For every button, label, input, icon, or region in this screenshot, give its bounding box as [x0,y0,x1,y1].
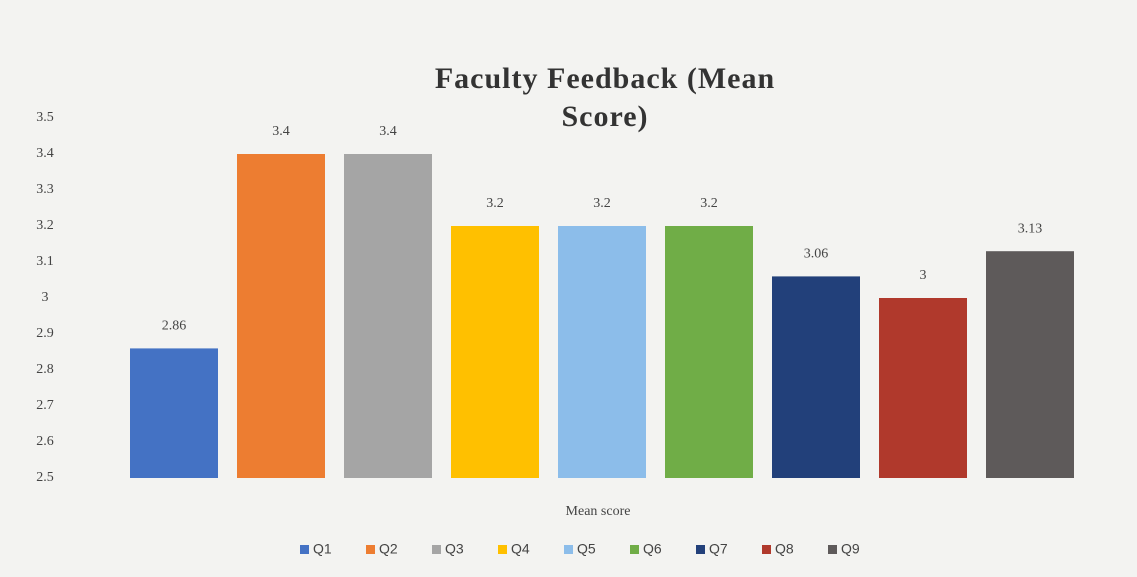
data-label: 3.4 [272,124,290,139]
legend-swatch [498,545,507,554]
y-tick-label: 2.5 [36,470,54,485]
legend-swatch [828,545,837,554]
legend-swatch [762,545,771,554]
data-label: 3 [920,268,927,283]
bar [879,298,967,478]
legend-label: Q8 [775,541,794,557]
y-tick-label: 3.2 [36,218,54,233]
x-axis-label: Mean score [566,504,631,519]
legend-swatch [300,545,309,554]
y-tick-label: 2.9 [36,326,54,341]
bar [344,154,432,478]
y-tick-label: 3.1 [36,254,54,269]
y-tick-label: 2.6 [36,434,54,449]
legend-swatch [564,545,573,554]
legend-label: Q5 [577,541,596,557]
bar [665,226,753,478]
legend-swatch [696,545,705,554]
y-tick-label: 3.4 [36,146,54,161]
legend-label: Q4 [511,541,530,557]
bar [451,226,539,478]
chart-title: Faculty Feedback (Mean Score) [434,62,776,133]
bar [986,251,1074,478]
y-tick-label: 2.7 [36,398,54,413]
bar [237,154,325,478]
legend-swatch [630,545,639,554]
data-label: 3.06 [804,247,829,262]
legend-label: Q3 [445,541,464,557]
legend-label: Q2 [379,541,398,557]
legend-swatch [366,545,375,554]
bar [130,348,218,478]
legend-label: Q9 [841,541,860,557]
legend-label: Q7 [709,541,728,557]
legend-swatch [432,545,441,554]
y-tick-label: 3.5 [36,110,54,125]
data-label: 3.4 [379,124,397,139]
data-label: 3.2 [486,196,504,211]
bar [558,226,646,478]
y-tick-label: 2.8 [36,362,54,377]
legend-label: Q6 [643,541,662,557]
y-tick-label: 3.3 [36,182,54,197]
legend-label: Q1 [313,541,332,557]
data-label: 2.86 [162,319,187,334]
data-label: 3.2 [700,196,718,211]
y-tick-label: 3 [42,290,49,305]
data-label: 3.13 [1018,221,1043,236]
data-label: 3.2 [593,196,611,211]
bar [772,276,860,478]
